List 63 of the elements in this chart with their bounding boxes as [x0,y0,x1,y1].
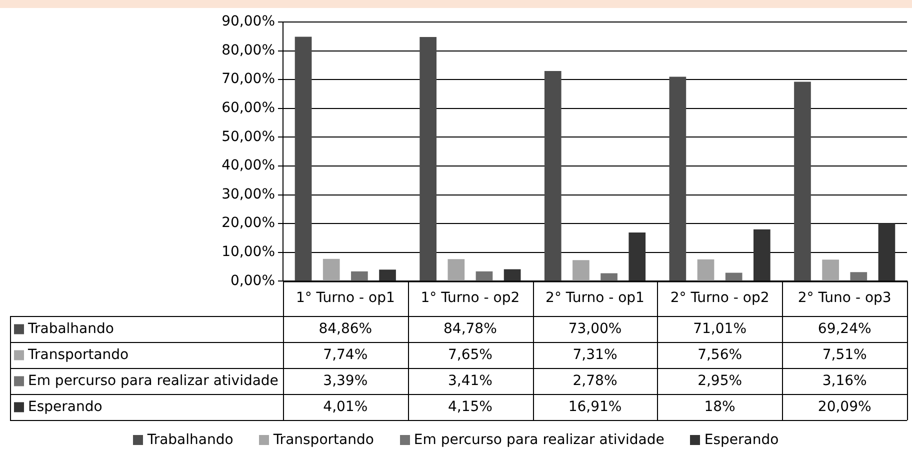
bar [753,229,770,281]
data-label: 7,51% [822,346,867,363]
y-tick-label: 50,00% [222,128,275,145]
data-label: 16,91% [568,398,622,415]
bar [600,273,618,281]
bar [697,259,714,281]
legend-label: Trabalhando [147,432,234,448]
data-label: 4,01% [323,398,368,415]
data-label: 2,78% [572,372,618,389]
text: Trabalhando [28,320,114,337]
y-tick-label: 70,00% [222,71,275,88]
data-label: 71,01% [693,320,746,337]
y-tick-label: 90,00% [222,14,275,30]
x-tick-label: 1° Turno - op2 [420,290,520,306]
bar [322,258,340,281]
y-tick-label: 80,00% [222,42,275,58]
bar [822,260,839,281]
bar [669,76,686,281]
bar [572,260,590,281]
y-tick-label: 10,00% [222,244,275,260]
legend-label: Transportando [273,432,374,448]
bar [351,271,368,281]
x-tick-label: 2° Turno - op2 [670,290,770,306]
y-tick-label: 60,00% [222,100,275,116]
text: Esperando [28,398,102,415]
data-label: 73,00% [568,320,622,337]
y-tick-label: 40,00% [222,158,275,174]
bar [448,259,465,281]
data-label: 84,78% [444,320,497,337]
x-tick-label: 1° Turno - op1 [296,290,395,306]
data-label: 7,74% [323,346,368,363]
y-tick-label: 0,00% [230,272,275,289]
x-tick-label: 2° Turno - op1 [546,290,644,306]
x-tick-label: 2° Tuno - op3 [798,290,892,306]
bar [544,70,562,281]
data-label: 84,86% [318,320,372,337]
legend-label: Em percurso para realizar atividade [28,372,278,389]
bar [294,36,312,281]
y-tick-label: 20,00% [222,215,275,232]
bar [476,271,493,281]
text: Em percurso para realizar atividade [414,432,664,448]
data-label: 7,31% [572,346,618,363]
data-label: 69,24% [818,320,872,337]
bar [504,269,521,281]
data-label: 4,15% [448,398,492,415]
bar [878,223,896,281]
data-label: 7,65% [448,346,492,363]
text: Transportando [28,346,129,363]
data-label: 3,39% [323,372,368,389]
data-label: 2,95% [698,372,742,389]
bar [850,272,868,281]
data-label: 18% [704,398,736,415]
bar [725,272,742,281]
y-tick-label: 30,00% [222,186,275,202]
data-label: 7,56% [698,346,742,363]
bar [794,82,811,281]
data-label: 3,41% [448,372,492,389]
legend-label: Esperando [704,432,779,448]
bar [628,232,646,281]
bar [379,270,396,281]
data-label: 3,16% [822,372,867,389]
data-label: 20,09% [818,398,872,415]
bar [420,37,437,281]
